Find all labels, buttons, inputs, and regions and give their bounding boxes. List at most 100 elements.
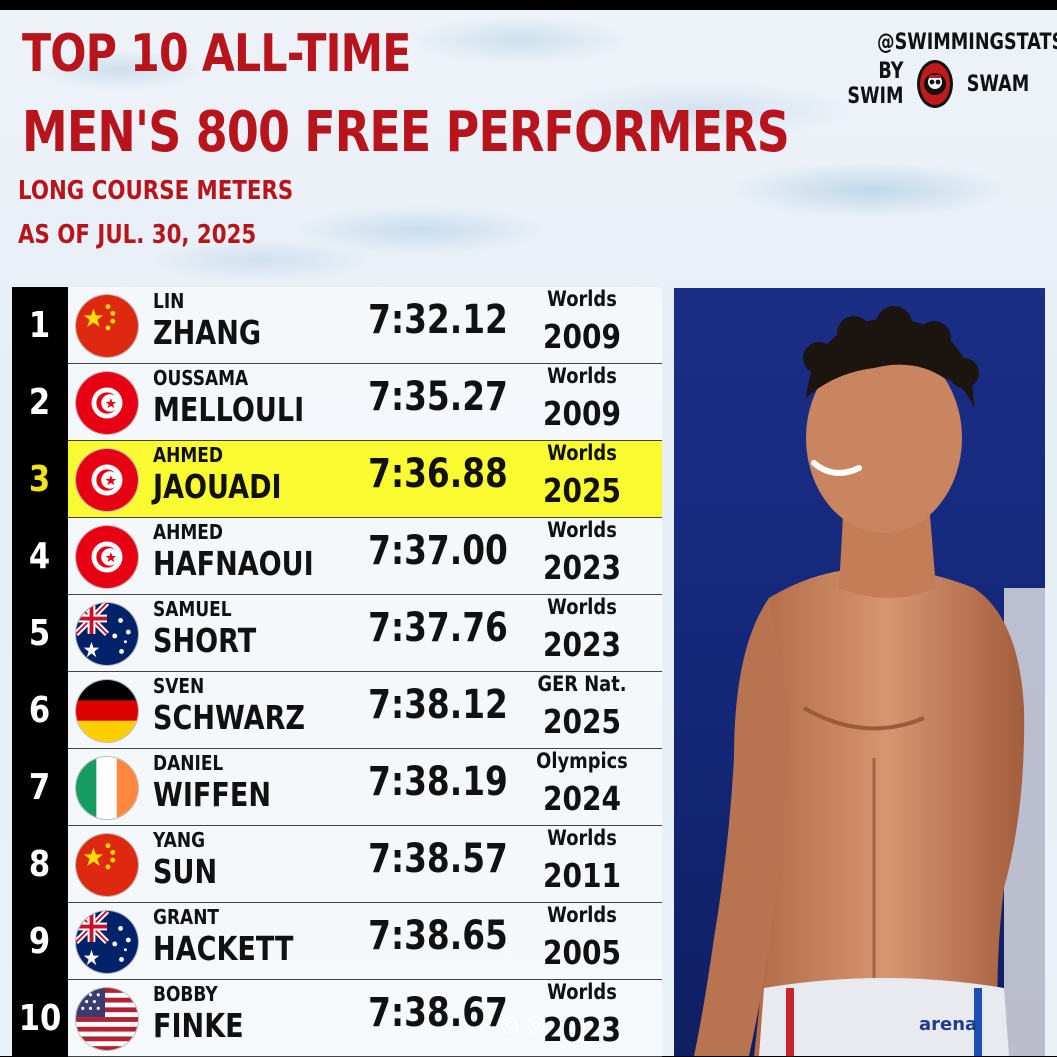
swim-time: 7:35.27 [368, 374, 508, 420]
meet-year: 2009 [542, 317, 622, 356]
swimmer-cell: YANG SUN 7:38.57 Worlds 2011 [68, 826, 662, 903]
brand-by-prefix: BY SWIM [847, 59, 904, 109]
swimmer-cell: SVEN SCHWARZ 7:38.12 GER Nat. 2025 [68, 672, 662, 749]
rank-cell: 4 [12, 518, 68, 595]
swimmer-first-name: DANIEL [153, 751, 224, 775]
meet-year: 2023 [542, 625, 622, 664]
swimmer-last-name: HACKETT [153, 929, 294, 968]
swimmer-cell: OUSSAMA MELLOULI 7:35.27 Worlds 2009 [68, 364, 662, 441]
tunisia-flag-icon [75, 448, 139, 512]
swimmer-cell: LIN ZHANG 7:32.12 Worlds 2009 [68, 287, 662, 364]
meet-name: Worlds [547, 595, 617, 619]
swimmer-first-name: YANG [153, 828, 206, 852]
subtitle-date: AS OF JUL. 30, 2025 [18, 220, 257, 250]
rank-cell: 7 [12, 749, 68, 826]
usa-flag-icon [75, 987, 139, 1051]
swimmer-last-name: FINKE [153, 1006, 244, 1045]
table-row: 10 BOBBY FINKE 7:38.67 Worlds 2023 [12, 980, 662, 1057]
rank-cell: 8 [12, 826, 68, 903]
swimmer-first-name: AHMED [153, 443, 224, 467]
swimmer-first-name: SVEN [153, 674, 205, 698]
swim-time: 7:38.19 [368, 759, 508, 805]
meet-year: 2023 [542, 548, 622, 587]
swimmer-first-name: LIN [153, 289, 185, 313]
swimmer-cell: SAMUEL SHORT 7:37.76 Worlds 2023 [68, 595, 662, 672]
rank-cell: 2 [12, 364, 68, 441]
table-row: 2 OUSSAMA MELLOULI 7:35.27 Worlds 2009 [12, 364, 662, 441]
meet-year: 2024 [542, 779, 622, 818]
swim-time: 7:38.67 [368, 990, 508, 1036]
swim-time: 7:37.76 [368, 605, 508, 651]
swimmer-last-name: HAFNAOUI [153, 544, 314, 583]
meet-year: 2025 [542, 471, 622, 510]
brand-block: @SWIMMINGSTATS BY SWIM SWAM [837, 30, 1057, 109]
swimmer-first-name: GRANT [153, 905, 220, 929]
subtitle-course: LONG COURSE METERS [18, 176, 294, 206]
swimmer-cell: GRANT HACKETT 7:38.65 Worlds 2005 [68, 903, 662, 980]
china-flag-icon [75, 294, 139, 358]
swimmer-last-name: SCHWARZ [153, 698, 306, 737]
table-row: 4 AHMED HAFNAOUI 7:37.00 Worlds 2023 [12, 518, 662, 595]
title-line-2: MEN'S 800 FREE PERFORMERS [22, 100, 790, 165]
swim-time: 7:36.88 [368, 451, 508, 497]
rank-number: 10 [18, 998, 62, 1039]
meet-name: GER Nat. [537, 672, 627, 696]
table-row: 3 AHMED JAOUADI 7:36.88 Worlds 2025 [12, 441, 662, 518]
swimmer-first-name: BOBBY [153, 982, 218, 1006]
table-row: 5 SAMUEL SHORT 7:37.76 Worlds 2023 [12, 595, 662, 672]
table-row: 6 SVEN SCHWARZ 7:38.12 GER Nat. 2025 [12, 672, 662, 749]
tunisia-flag-icon [75, 371, 139, 435]
rankings-table: 1 LIN ZHANG 7:32.12 Worlds 2009 2 OUSSAMA MELLOU… [12, 287, 662, 1057]
rank-number: 5 [29, 613, 51, 654]
rank-cell: 5 [12, 595, 68, 672]
swimmer-last-name: ZHANG [153, 313, 262, 352]
swimmer-last-name: SUN [153, 852, 218, 891]
rank-cell: 3 [12, 441, 68, 518]
swimmer-photo: arena [674, 288, 1045, 1056]
watermark-icon: ◎ ◎ [500, 1012, 547, 1037]
china-flag-icon [75, 833, 139, 897]
brand-by-suffix: SWAM [966, 71, 1030, 97]
swimmer-cell: AHMED JAOUADI 7:36.88 Worlds 2025 [68, 441, 662, 518]
rank-number: 2 [29, 382, 51, 423]
table-row: 8 YANG SUN 7:38.57 Worlds 2011 [12, 826, 662, 903]
brand-byline: BY SWIM SWAM [837, 59, 1037, 109]
brand-handle: @SWIMMINGSTATS [877, 30, 1057, 55]
swimmer-last-name: SHORT [153, 621, 257, 660]
table-row: 9 GRANT HACKETT 7:38.65 Worlds 2005 [12, 903, 662, 980]
rank-number: 9 [29, 921, 51, 962]
swim-time: 7:38.12 [368, 682, 508, 728]
meet-year: 2009 [542, 394, 622, 433]
swimmer-last-name: WIFFEN [153, 775, 272, 814]
meet-year: 2011 [542, 856, 622, 895]
swimmer-first-name: AHMED [153, 520, 224, 544]
meet-name: Worlds [547, 980, 617, 1004]
rank-number: 3 [29, 459, 51, 500]
rank-cell: 1 [12, 287, 68, 364]
meet-year: 2025 [542, 702, 622, 741]
rank-number: 6 [29, 690, 51, 731]
rank-cell: 10 [12, 980, 68, 1057]
rank-cell: 6 [12, 672, 68, 749]
rank-number: 8 [29, 844, 51, 885]
meet-year: 2023 [542, 1010, 622, 1049]
title-line-1: TOP 10 ALL-TIME [22, 24, 411, 84]
top-border [0, 0, 1057, 10]
rank-number: 7 [29, 767, 51, 808]
rank-number: 1 [29, 305, 51, 346]
ireland-flag-icon [75, 756, 139, 820]
australia-flag-icon [75, 602, 139, 666]
meet-name: Worlds [547, 287, 617, 311]
swimswam-logo-icon [916, 60, 953, 108]
swimmer-cell: DANIEL WIFFEN 7:38.19 Olympics 2024 [68, 749, 662, 826]
meet-name: Worlds [547, 518, 617, 542]
meet-name: Worlds [547, 441, 617, 465]
swim-time: 7:38.57 [368, 836, 508, 882]
swimmer-illustration: arena [694, 306, 1045, 1056]
swim-time: 7:37.00 [368, 528, 508, 574]
meet-name: Worlds [547, 826, 617, 850]
germany-flag-icon [75, 679, 139, 743]
table-row: 7 DANIEL WIFFEN 7:38.19 Olympics 2024 [12, 749, 662, 826]
swimmer-cell: BOBBY FINKE 7:38.67 Worlds 2023 [68, 980, 662, 1057]
